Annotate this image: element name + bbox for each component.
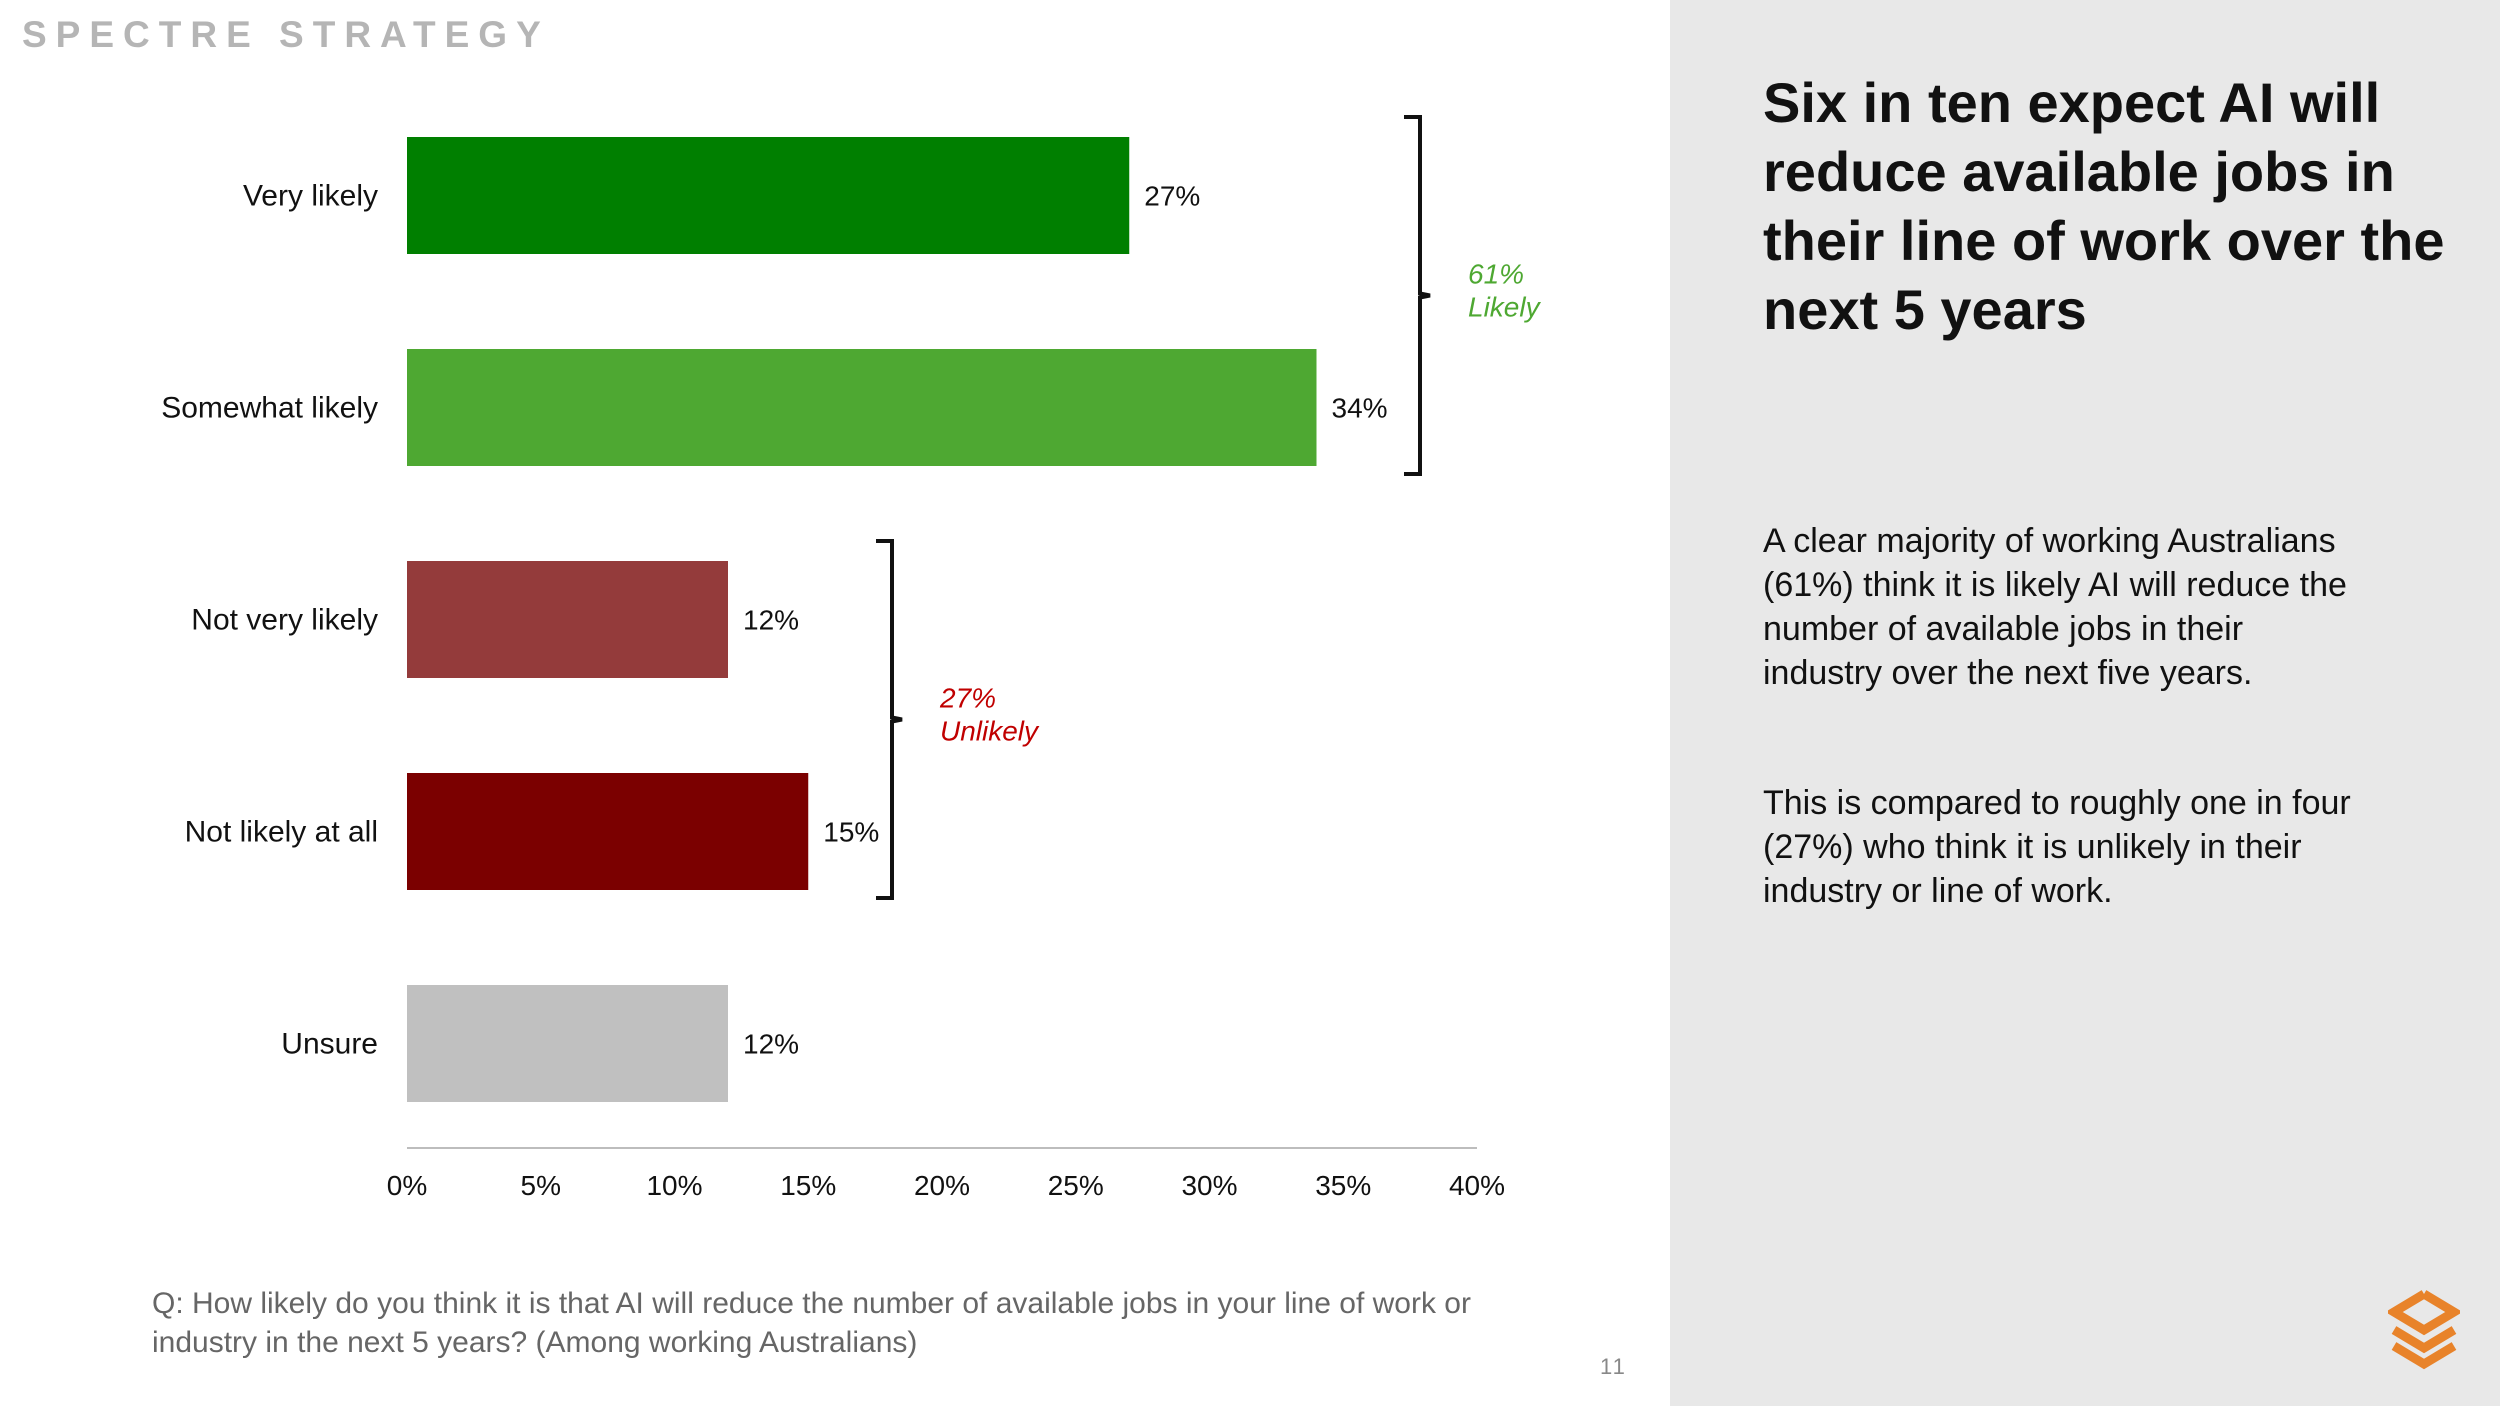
survey-question: Q: How likely do you think it is that AI… bbox=[152, 1287, 1471, 1359]
data-label: 27% bbox=[1144, 181, 1200, 212]
category-label: Not likely at all bbox=[185, 816, 378, 849]
page-number: 11 bbox=[1600, 1354, 1627, 1379]
data-label: 12% bbox=[743, 1029, 799, 1060]
x-tick-label: 30% bbox=[1181, 1170, 1237, 1201]
data-label: 12% bbox=[743, 605, 799, 636]
category-label: Unsure bbox=[281, 1028, 378, 1061]
bracket bbox=[876, 539, 903, 900]
category-label: Not very likely bbox=[191, 604, 378, 637]
sidebar-panel: Six in ten expect AI will reduce availab… bbox=[1670, 0, 2500, 1406]
brand-wordmark: SPECTRE STRATEGY bbox=[22, 14, 550, 55]
headline: Six in ten expect AI will reduce availab… bbox=[1763, 71, 2445, 341]
bracket bbox=[1404, 115, 1431, 476]
bar-unsure bbox=[407, 985, 728, 1102]
data-label: 15% bbox=[823, 817, 879, 848]
summary-paragraph-2: This is compared to roughly one in four … bbox=[1763, 784, 2351, 910]
bracket-label: Likely bbox=[1468, 292, 1542, 323]
bracket-value: 61% bbox=[1468, 259, 1524, 290]
bar-very-likely bbox=[407, 137, 1130, 254]
category-label: Somewhat likely bbox=[161, 392, 378, 425]
bar-chart: Very likely 27% Somewhat likely 34% Not very… bbox=[161, 115, 1542, 1201]
x-tick-label: 0% bbox=[387, 1170, 427, 1201]
bar-not-likely-at-all bbox=[407, 773, 809, 890]
x-tick-label: 15% bbox=[780, 1170, 836, 1201]
category-label: Very likely bbox=[243, 180, 378, 213]
x-tick-label: 5% bbox=[521, 1170, 561, 1201]
summary-paragraph-1: A clear majority of working Australians … bbox=[1763, 522, 2347, 692]
x-tick-label: 10% bbox=[646, 1170, 702, 1201]
bracket-label: Unlikely bbox=[940, 716, 1040, 747]
bracket-value: 27% bbox=[939, 683, 996, 714]
x-tick-label: 20% bbox=[914, 1170, 970, 1201]
data-label: 34% bbox=[1332, 393, 1388, 424]
x-tick-label: 25% bbox=[1048, 1170, 1104, 1201]
x-tick-label: 35% bbox=[1315, 1170, 1371, 1201]
bar-somewhat-likely bbox=[407, 349, 1317, 466]
x-tick-label: 40% bbox=[1449, 1170, 1505, 1201]
bar-not-very-likely bbox=[407, 561, 728, 678]
spectre-strategy-logo-icon bbox=[2388, 1290, 2460, 1370]
